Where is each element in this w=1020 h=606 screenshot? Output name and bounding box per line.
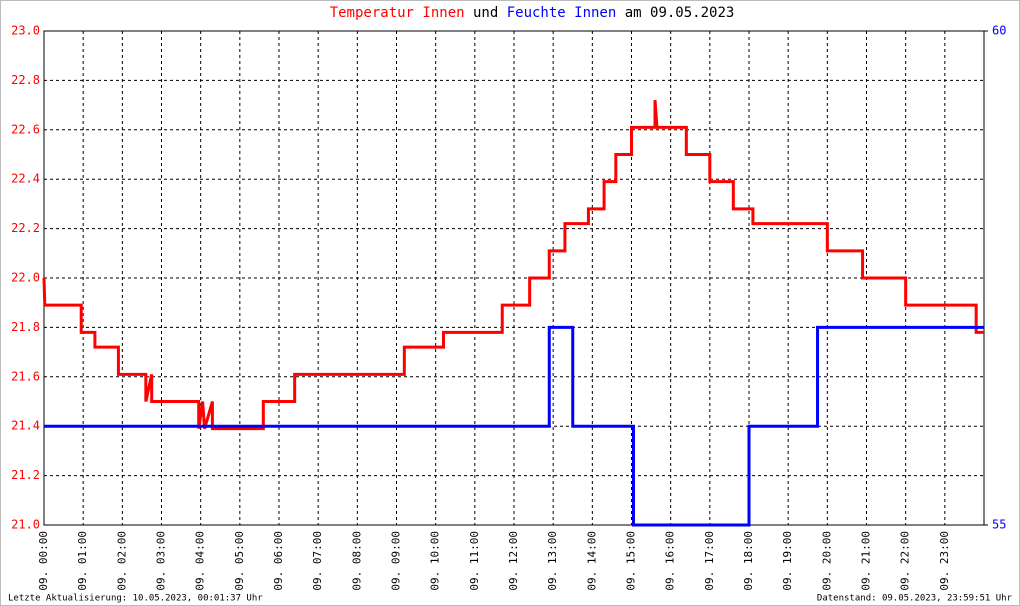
y-tick-label: 21.0 <box>11 518 40 532</box>
x-tick-label: 09. 14:00 <box>585 531 598 591</box>
x-tick-label: 09. 21:00 <box>860 531 873 591</box>
x-tick-label: 09. 05:00 <box>233 531 246 591</box>
x-tick-label: 09. 09:00 <box>390 531 403 591</box>
x-tick-label: 09. 19:00 <box>781 531 794 591</box>
chart-title: Temperatur Innen und Feuchte Innen am 09… <box>330 5 735 21</box>
title-series-1: Temperatur Innen <box>330 5 465 21</box>
y-tick-label: 21.8 <box>11 320 40 334</box>
x-tick-label: 09. 23:00 <box>938 531 951 591</box>
footer-left: Letzte Aktualisierung: 10.05.2023, 00:01… <box>8 594 263 604</box>
y2-tick-label: 55 <box>992 518 1006 532</box>
x-tick-label: 09. 08:00 <box>350 531 363 591</box>
x-tick-label: 09. 04:00 <box>194 531 207 591</box>
x-tick-label: 09. 00:00 <box>37 531 50 591</box>
footer-right: Datenstand: 09.05.2023, 23:59:51 Uhr <box>817 594 1013 604</box>
title-word: und <box>473 5 498 21</box>
x-tick-label: 09. 03:00 <box>155 531 168 591</box>
x-tick-label: 09. 16:00 <box>664 531 677 591</box>
x-tick-label: 09. 18:00 <box>742 531 755 591</box>
y-tick-label: 22.6 <box>11 122 40 136</box>
y-tick-label: 22.4 <box>11 172 40 186</box>
data-line <box>44 325 984 527</box>
x-tick-label: 09. 12:00 <box>507 531 520 591</box>
title-series-2: Feuchte Innen <box>507 5 617 21</box>
x-tick-label: 09. 02:00 <box>115 531 128 591</box>
x-tick-label: 09. 15:00 <box>625 531 638 591</box>
y2-tick-label: 60 <box>992 24 1006 38</box>
x-tick-label: 09. 22:00 <box>899 531 912 591</box>
title-word: am 09.05.2023 <box>625 5 735 21</box>
x-tick-label: 09. 07:00 <box>311 531 324 591</box>
x-tick-label: 09. 06:00 <box>272 531 285 591</box>
y-tick-label: 22.2 <box>11 221 40 235</box>
data-line <box>42 100 984 431</box>
y-tick-label: 21.4 <box>11 419 40 433</box>
x-tick-label: 09. 11:00 <box>468 531 481 591</box>
y-tick-label: 21.6 <box>11 369 40 383</box>
y-tick-label: 23.0 <box>11 24 40 38</box>
y-tick-label: 21.2 <box>11 468 40 482</box>
y-tick-label: 22.8 <box>11 73 40 87</box>
x-tick-label: 09. 20:00 <box>820 531 833 591</box>
x-tick-label: 09. 17:00 <box>703 531 716 591</box>
x-tick-label: 09. 13:00 <box>546 531 559 591</box>
y-tick-label: 22.0 <box>11 271 40 285</box>
x-tick-label: 09. 01:00 <box>76 531 89 591</box>
x-tick-label: 09. 10:00 <box>429 531 442 591</box>
